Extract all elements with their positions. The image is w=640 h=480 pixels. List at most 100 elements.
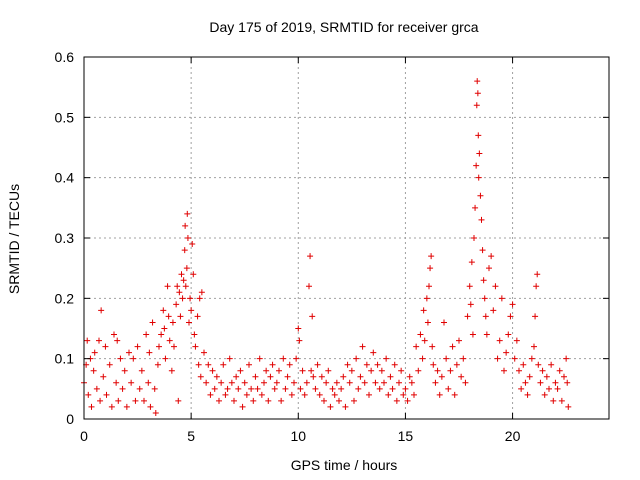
data-point <box>402 385 409 392</box>
y-tick-label: 0.3 <box>55 230 75 246</box>
data-point <box>106 361 113 368</box>
data-point <box>420 307 427 314</box>
data-point <box>280 355 287 362</box>
data-points <box>81 78 572 416</box>
data-point <box>323 379 330 386</box>
data-point <box>456 337 462 344</box>
data-point <box>524 391 531 398</box>
data-point <box>284 373 291 380</box>
data-point <box>254 385 261 392</box>
data-point <box>498 295 505 302</box>
data-point <box>532 313 539 320</box>
data-point <box>121 367 128 374</box>
data-point <box>98 307 105 314</box>
data-point <box>535 361 542 368</box>
data-point <box>556 367 563 374</box>
data-point <box>194 313 201 320</box>
data-point <box>543 373 550 380</box>
data-point <box>482 313 489 320</box>
data-point <box>164 283 171 290</box>
data-point <box>188 307 195 314</box>
data-point <box>445 385 452 392</box>
data-point <box>114 337 121 344</box>
data-point <box>111 331 117 338</box>
data-point <box>197 373 204 380</box>
data-point <box>518 385 525 392</box>
data-point <box>427 265 434 272</box>
data-point <box>359 343 366 350</box>
x-tick-label: 20 <box>505 428 521 444</box>
data-point <box>145 379 152 386</box>
data-point <box>306 283 312 290</box>
data-point <box>318 373 325 380</box>
data-point <box>179 295 186 302</box>
data-point <box>451 391 458 398</box>
data-point <box>316 391 323 398</box>
data-point <box>177 313 184 320</box>
data-point <box>376 385 383 392</box>
data-point <box>182 222 189 229</box>
data-point <box>183 265 190 272</box>
data-point <box>233 373 240 380</box>
x-tick-label: 15 <box>398 428 414 444</box>
data-point <box>520 361 527 368</box>
data-point <box>406 373 413 380</box>
data-point <box>429 343 436 350</box>
data-point <box>353 355 360 362</box>
data-point <box>117 355 124 362</box>
data-point <box>261 379 267 386</box>
data-point <box>340 373 347 380</box>
data-point <box>156 343 162 350</box>
data-point <box>471 235 477 241</box>
data-point <box>558 397 565 404</box>
data-point <box>479 247 486 254</box>
data-point <box>338 385 345 392</box>
data-point <box>481 295 488 302</box>
data-point <box>108 403 115 410</box>
data-point <box>189 241 196 248</box>
data-point <box>130 355 137 362</box>
data-point <box>165 313 172 320</box>
data-point <box>413 343 420 350</box>
data-point <box>123 403 130 410</box>
data-point <box>460 355 467 362</box>
data-point <box>443 355 450 362</box>
data-point <box>288 391 295 398</box>
data-point <box>400 391 407 398</box>
data-point <box>496 337 503 344</box>
data-point <box>396 379 402 386</box>
data-point <box>541 391 548 398</box>
data-point <box>168 367 175 374</box>
data-point <box>134 343 141 350</box>
data-point <box>84 337 91 344</box>
data-point <box>492 283 499 290</box>
data-point <box>509 301 516 308</box>
data-point <box>385 391 392 398</box>
data-point <box>113 379 120 386</box>
data-point <box>539 367 546 374</box>
data-point <box>537 379 544 386</box>
data-point <box>269 361 276 368</box>
data-point <box>119 385 126 392</box>
data-point <box>143 331 150 338</box>
data-point <box>273 379 280 386</box>
data-point <box>430 361 437 368</box>
data-point <box>533 283 540 290</box>
data-point <box>351 397 357 404</box>
data-point <box>171 343 177 350</box>
data-point <box>256 355 263 362</box>
data-point <box>243 391 250 398</box>
data-point <box>237 367 244 374</box>
data-point <box>132 397 139 404</box>
data-point <box>476 150 483 157</box>
y-tick-label: 0.4 <box>55 170 75 186</box>
data-point <box>333 379 340 386</box>
data-point <box>314 361 321 368</box>
data-point <box>370 349 377 356</box>
data-point <box>299 367 306 374</box>
data-point <box>419 355 426 362</box>
data-point <box>441 319 447 326</box>
data-point <box>213 373 220 380</box>
data-point <box>513 337 520 344</box>
data-point <box>464 313 471 320</box>
